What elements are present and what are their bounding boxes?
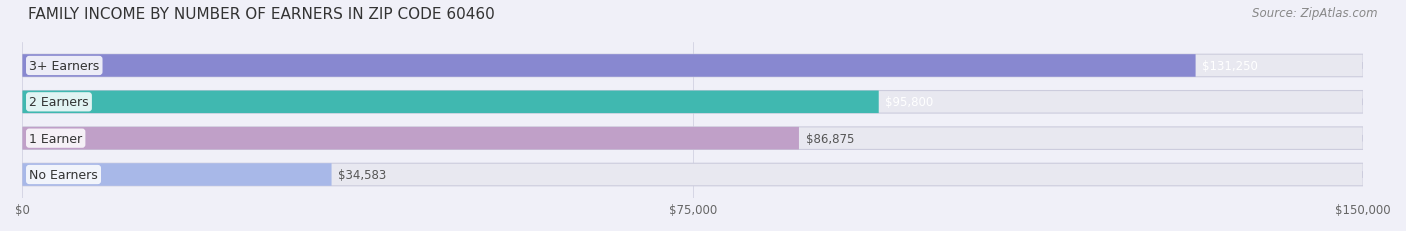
FancyBboxPatch shape — [22, 91, 1364, 114]
Text: No Earners: No Earners — [30, 168, 98, 181]
FancyBboxPatch shape — [22, 127, 799, 150]
Text: $95,800: $95,800 — [886, 96, 934, 109]
Text: 2 Earners: 2 Earners — [30, 96, 89, 109]
FancyBboxPatch shape — [22, 91, 879, 114]
FancyBboxPatch shape — [22, 164, 1364, 186]
Text: $34,583: $34,583 — [339, 168, 387, 181]
FancyBboxPatch shape — [22, 55, 1364, 77]
FancyBboxPatch shape — [22, 55, 1195, 77]
FancyBboxPatch shape — [22, 127, 1364, 150]
FancyBboxPatch shape — [22, 164, 332, 186]
Text: $86,875: $86,875 — [806, 132, 853, 145]
Text: FAMILY INCOME BY NUMBER OF EARNERS IN ZIP CODE 60460: FAMILY INCOME BY NUMBER OF EARNERS IN ZI… — [28, 7, 495, 22]
Text: 1 Earner: 1 Earner — [30, 132, 83, 145]
Text: Source: ZipAtlas.com: Source: ZipAtlas.com — [1253, 7, 1378, 20]
Text: $131,250: $131,250 — [1202, 60, 1258, 73]
Text: 3+ Earners: 3+ Earners — [30, 60, 100, 73]
